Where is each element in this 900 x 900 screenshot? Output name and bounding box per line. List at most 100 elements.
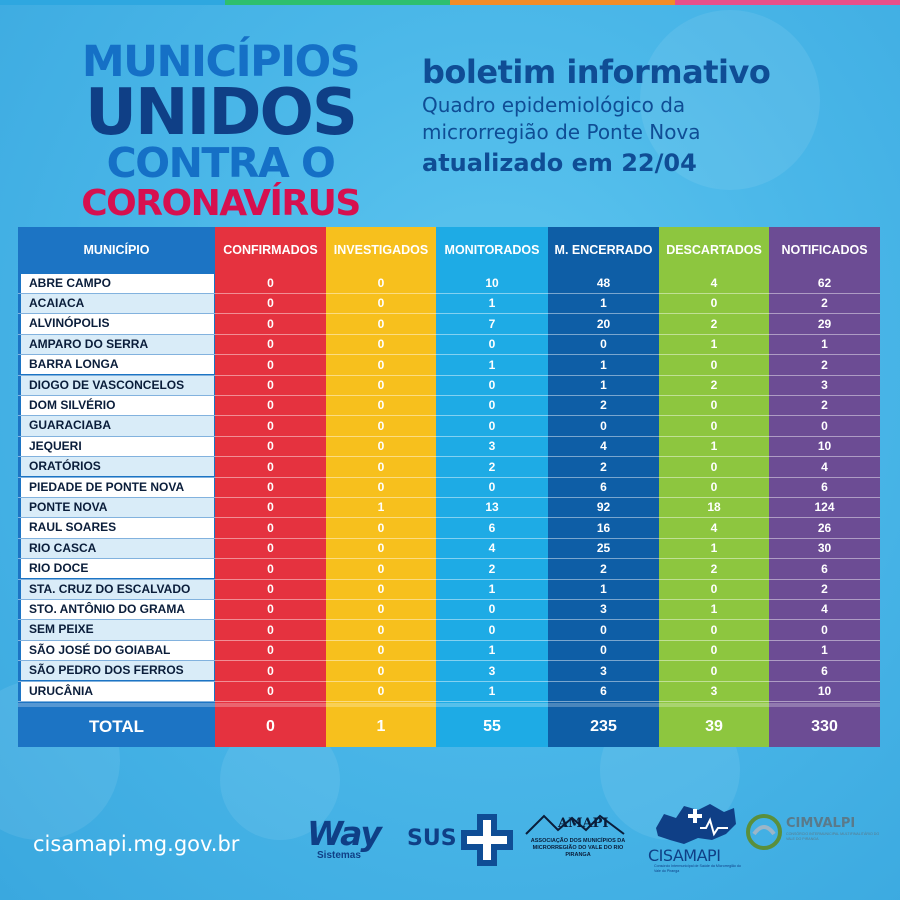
row-divider — [18, 537, 880, 539]
col-confirmados-cell: 0 — [267, 459, 274, 474]
col-investigados-cell: 0 — [377, 378, 385, 392]
bulletin-title: boletim informativo — [422, 53, 771, 91]
col-m-encerrado-cell: 2 — [600, 459, 607, 474]
col-confirmados-cell: 0 — [267, 561, 274, 576]
col-investigados-cell: 0 — [377, 663, 385, 678]
col-confirmados-total: 0 — [266, 718, 275, 735]
col-monitorados-cell: 1 — [488, 643, 496, 658]
sus-logo-text: SUS — [407, 826, 457, 851]
col-descartados-total: 39 — [705, 718, 723, 735]
campaign-title: MUNICÍPIOS UNIDOS CONTRA O CORONAVÍRUS — [78, 40, 363, 224]
sus-logo: SUS — [407, 810, 517, 870]
municipio-name-cell: ALVINÓPOLIS — [21, 314, 214, 334]
col-investigados-cell: 0 — [377, 459, 385, 474]
col-confirmados-header: CONFIRMADOS — [223, 243, 318, 257]
col-confirmados-cell: 0 — [267, 337, 274, 352]
col-notificados-header: NOTIFICADOS — [781, 243, 868, 257]
col-confirmados-cell: 0 — [267, 684, 274, 698]
col-descartados-cell: 0 — [710, 582, 718, 596]
col-descartados-background: DESCARTADOS — [659, 227, 769, 747]
col-investigados-cell: 0 — [377, 541, 385, 556]
col-notificados-cell: 3 — [821, 378, 828, 392]
municipio-name-cell: RIO DOCE — [21, 559, 214, 579]
col-m-encerrado-cell: 0 — [600, 643, 607, 658]
col-m-encerrado-cell: 1 — [600, 357, 607, 372]
municipio-name-cell: URUCÂNIA — [21, 681, 214, 701]
col-investigados-cell: 0 — [377, 418, 385, 433]
epidemiological-table: MUNICÍPIO CONFIRMADOS INVESTIGADOS MONITORA… — [18, 227, 880, 747]
municipio-name-cell: PONTE NOVA — [21, 497, 214, 518]
col-descartados-cell: 0 — [710, 357, 718, 372]
col-investigados-cell: 0 — [377, 337, 385, 352]
bulletin-subtitle-2: microrregião de Ponte Nova — [422, 120, 701, 144]
col-m-encerrado-cell: 0 — [600, 337, 607, 352]
col-m-encerrado-cell: 6 — [600, 480, 607, 494]
title-line-2: UNIDOS — [85, 76, 358, 150]
municipio-name-cell: SÃO PEDRO DOS FERROS — [21, 661, 214, 681]
col-descartados-cell: 1 — [710, 541, 718, 556]
col-monitorados-cell: 0 — [488, 480, 496, 494]
col-notificados-cell: 10 — [817, 684, 832, 698]
col-monitorados-header: MONITORADOS — [444, 243, 540, 257]
website-link[interactable]: cisamapi.mg.gov.br — [33, 832, 240, 856]
row-divider — [18, 496, 880, 498]
row-divider — [18, 435, 880, 437]
col-confirmados-cell: 0 — [267, 378, 274, 392]
col-investigados-cell: 0 — [377, 480, 385, 494]
virus-decoration — [640, 10, 820, 190]
col-monitorados-cell: 0 — [488, 378, 496, 392]
col-m-encerrado-cell: 3 — [600, 602, 607, 617]
col-descartados-cell: 1 — [710, 337, 718, 352]
way-sistemas-logo: Way Sistemas — [307, 816, 403, 866]
col-descartados-cell: 3 — [710, 684, 718, 698]
col-descartados-cell: 0 — [710, 296, 718, 311]
col-notificados-cell: 26 — [817, 520, 832, 535]
municipio-name-cell: ORATÓRIOS — [21, 457, 214, 477]
cisamapi-logo-text: CISAMAPI — [648, 846, 721, 865]
col-m-encerrado-cell: 16 — [596, 520, 611, 535]
col-monitorados-cell: 2 — [488, 561, 496, 576]
col-notificados-total: 330 — [811, 718, 838, 735]
col-confirmados-cell: 0 — [267, 500, 274, 515]
municipio-name-cell: ACAIACA — [21, 293, 214, 314]
col-confirmados-background: CONFIRMADOS — [215, 227, 326, 747]
col-descartados-cell: 0 — [710, 663, 718, 678]
col-confirmados-cell: 0 — [267, 357, 274, 372]
row-divider — [18, 374, 880, 376]
way-logo-text: Way — [307, 814, 382, 853]
col-m-encerrado-cell: 25 — [596, 541, 611, 556]
way-logo-sub: Sistemas — [317, 850, 361, 861]
sus-cross-icon — [461, 814, 513, 866]
col-monitorados-cell: 0 — [488, 398, 496, 413]
col-descartados-cell: 2 — [710, 378, 718, 392]
col-monitorados-cell: 2 — [488, 459, 496, 474]
col-m-encerrado-cell: 1 — [600, 378, 607, 392]
col-descartados-cell: 0 — [710, 418, 718, 433]
col-confirmados-cell: 0 — [267, 520, 274, 535]
col-notificados-cell: 6 — [821, 480, 828, 494]
col-descartados-cell: 2 — [710, 561, 718, 576]
col-m-encerrado-header: M. ENCERRADO — [554, 243, 653, 257]
col-notificados-cell: 0 — [821, 622, 828, 637]
row-divider — [18, 456, 880, 458]
col-m-encerrado-cell: 0 — [600, 622, 607, 637]
col-descartados-header: DESCARTADOS — [666, 243, 762, 257]
col-notificados-cell: 1 — [821, 643, 828, 658]
col-confirmados-cell: 0 — [267, 398, 274, 413]
row-divider — [18, 517, 880, 519]
cisamapi-map-icon — [656, 804, 736, 844]
municipio-name-cell: RAUL SOARES — [21, 518, 214, 538]
row-divider — [18, 660, 880, 662]
row-divider — [18, 415, 880, 417]
amapi-caption: ASSOCIAÇÃO DOS MUNICÍPIOS DA MICRORREGIÃ… — [530, 838, 626, 858]
col-m-encerrado-cell: 1 — [600, 582, 607, 596]
col-notificados-cell: 6 — [821, 663, 828, 678]
col-monitorados-cell: 13 — [485, 500, 499, 515]
col-descartados-cell: 2 — [710, 316, 718, 331]
col-m-encerrado-cell: 4 — [600, 439, 607, 454]
amapi-mountain-icon — [525, 814, 625, 835]
row-divider — [18, 313, 880, 315]
col-monitorados-cell: 1 — [488, 296, 496, 311]
col-m-encerrado-cell: 2 — [600, 561, 607, 576]
col-investigados-header: INVESTIGADOS — [333, 243, 429, 257]
